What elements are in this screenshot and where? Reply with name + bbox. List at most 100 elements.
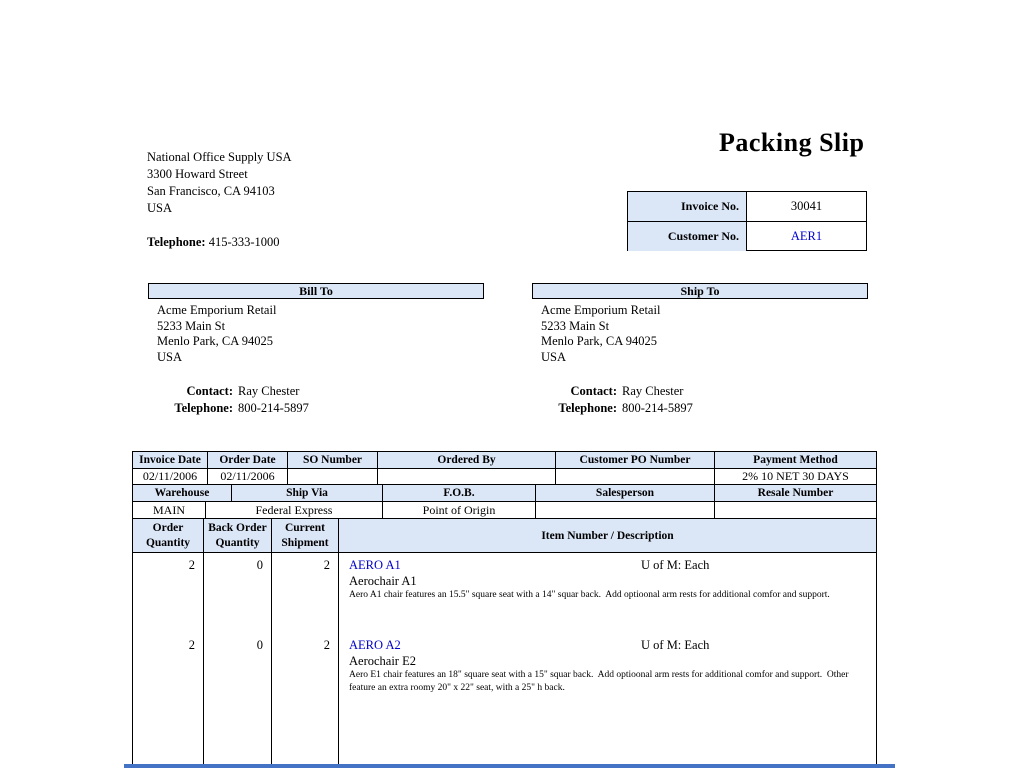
invoice-info-table: Invoice No. 30041 Customer No. AER1 (627, 191, 867, 251)
invoice-no-label: Invoice No. (628, 192, 747, 221)
bill-to-phone-line: Telephone: 800-214-5897 (147, 400, 309, 417)
payment-method-value: 2% 10 NET 30 DAYS (715, 469, 876, 485)
ship-to-contact-label: Contact: (570, 384, 617, 398)
payment-method-header: Payment Method (715, 452, 876, 469)
customer-no-link[interactable]: AER1 (790, 229, 823, 243)
item-1-back-order-qty: 0 (256, 558, 263, 572)
ship-to-contact-name: Ray Chester (622, 384, 684, 398)
ordered-by-value (378, 469, 556, 485)
ship-to-address: Acme Emporium Retail 5233 Main St Menlo … (541, 303, 660, 366)
order-header-row-1: Invoice Date Order Date SO Number Ordere… (133, 452, 876, 469)
fob-header: F.O.B. (383, 485, 536, 502)
company-street: 3300 Howard Street (147, 167, 248, 181)
item-2-uom: U of M: Each (641, 638, 710, 652)
ordered-by-header: Ordered By (378, 452, 556, 469)
salesperson-header: Salesperson (536, 485, 715, 502)
fob-value: Point of Origin (383, 502, 536, 519)
bill-to-header: Bill To (148, 283, 484, 299)
ship-to-street: 5233 Main St (541, 318, 610, 333)
current-shipment-column: 2 2 (272, 553, 339, 764)
order-quantity-header-line1: Order (152, 521, 184, 534)
invoice-no-row: Invoice No. 30041 (628, 192, 866, 222)
item-row-1: AERO A1 U of M: Each Aerochair A1 Aero A… (349, 557, 876, 637)
back-order-qty-column: 0 0 (204, 553, 272, 764)
ship-to-name: Acme Emporium Retail (541, 303, 661, 317)
item-2-order-qty: 2 (188, 638, 195, 652)
ship-to-contact-line: Contact: Ray Chester (531, 383, 693, 400)
item-1-number-link[interactable]: AERO A1 (349, 558, 401, 572)
item-2-description: Aero E1 chair features an 18" square sea… (349, 670, 851, 693)
order-date-value: 02/11/2006 (208, 469, 288, 485)
item-number-description-header: Item Number / Description (339, 519, 876, 553)
invoice-date-header: Invoice Date (133, 452, 208, 469)
item-1-order-qty: 2 (188, 558, 195, 572)
customer-no-row: Customer No. AER1 (628, 222, 866, 251)
bottom-accent-bar (124, 764, 895, 768)
item-table-header-row: Order Quantity Back Order Quantity Curre… (133, 519, 876, 553)
ship-via-header: Ship Via (232, 485, 383, 502)
item-description-column: AERO A1 U of M: Each Aerochair A1 Aero A… (339, 553, 876, 764)
so-number-header: SO Number (288, 452, 378, 469)
order-quantity-header-line2: Quantity (145, 536, 191, 549)
back-order-header-line1: Back Order (208, 521, 267, 534)
bill-to-street: 5233 Main St (157, 318, 226, 333)
bill-to-contact-block: Contact: Ray Chester Telephone: 800-214-58… (147, 383, 309, 417)
back-order-header-line2: Quantity (215, 536, 260, 549)
item-1-uom: U of M: Each (641, 558, 710, 572)
back-order-quantity-header: Back Order Quantity (204, 519, 272, 553)
bill-to-phone-number: 800-214-5897 (238, 400, 309, 415)
bill-to-contact-line: Contact: Ray Chester (147, 383, 309, 400)
item-1-description: Aero A1 chair features an 15.5" square s… (349, 590, 830, 600)
resale-number-value (715, 502, 876, 519)
company-phone-number: 415-333-1000 (208, 235, 280, 249)
item-2-name: Aerochair E2 (349, 654, 416, 668)
company-name: National Office Supply USA (147, 150, 292, 164)
current-shipment-header-line2: Shipment (281, 536, 329, 549)
company-phone-label: Telephone: (147, 235, 206, 249)
bill-to-city: Menlo Park, CA 94025 (157, 334, 273, 349)
company-city: San Francisco, CA 94103 (147, 184, 275, 198)
so-number-value (288, 469, 378, 485)
item-1-current-shipment: 2 (323, 558, 330, 572)
item-2-number-link[interactable]: AERO A2 (349, 638, 401, 652)
ship-to-phone-line: Telephone: 800-214-5897 (531, 400, 693, 417)
item-2-current-shipment: 2 (323, 638, 330, 652)
ship-to-phone-number: 800-214-5897 (622, 400, 693, 415)
company-country: USA (147, 201, 173, 215)
order-details-table: Invoice Date Order Date SO Number Ordere… (132, 451, 877, 764)
item-row-2: AERO A2 U of M: Each Aerochair E2 Aero E… (349, 637, 876, 717)
bill-to-contact-name: Ray Chester (238, 384, 300, 398)
item-2-back-order-qty: 0 (256, 638, 263, 652)
warehouse-header: Warehouse (133, 485, 232, 502)
customer-po-header: Customer PO Number (556, 452, 715, 469)
order-value-row-2: MAIN Federal Express Point of Origin (133, 502, 876, 519)
resale-number-header: Resale Number (715, 485, 876, 502)
order-value-row-1: 02/11/2006 02/11/2006 2% 10 NET 30 DAYS (133, 469, 876, 485)
item-2-line1: AERO A2 U of M: Each (349, 637, 876, 653)
bill-to-contact-label: Contact: (186, 384, 233, 398)
ship-to-country: USA (541, 350, 567, 365)
order-qty-column: 2 2 (133, 553, 204, 764)
current-shipment-header-line1: Current (284, 521, 326, 534)
item-1-name: Aerochair A1 (349, 574, 417, 588)
order-date-header: Order Date (208, 452, 288, 469)
company-address-block: National Office Supply USA 3300 Howard S… (147, 149, 292, 217)
ship-to-city: Menlo Park, CA 94025 (541, 334, 657, 349)
ship-to-header: Ship To (532, 283, 868, 299)
ship-to-phone-label: Telephone: (558, 400, 617, 415)
bill-to-name: Acme Emporium Retail (157, 303, 277, 317)
order-header-row-2: Warehouse Ship Via F.O.B. Salesperson Re… (133, 485, 876, 502)
invoice-date-value: 02/11/2006 (133, 469, 208, 485)
bill-to-phone-label: Telephone: (174, 400, 233, 415)
ship-to-contact-block: Contact: Ray Chester Telephone: 800-214-58… (531, 383, 693, 417)
item-1-line1: AERO A1 U of M: Each (349, 557, 876, 573)
item-table-body: 2 2 0 0 2 2 AERO A1 U of M: Each Aerocha… (133, 553, 876, 764)
salesperson-value (536, 502, 715, 519)
customer-po-value (556, 469, 715, 485)
bill-to-country: USA (157, 350, 183, 365)
ship-via-value: Federal Express (206, 502, 383, 519)
company-phone-line: Telephone: 415-333-1000 (147, 235, 280, 250)
order-quantity-header: Order Quantity (133, 519, 204, 553)
bill-to-address: Acme Emporium Retail 5233 Main St Menlo … (157, 303, 276, 366)
warehouse-value: MAIN (133, 502, 206, 519)
